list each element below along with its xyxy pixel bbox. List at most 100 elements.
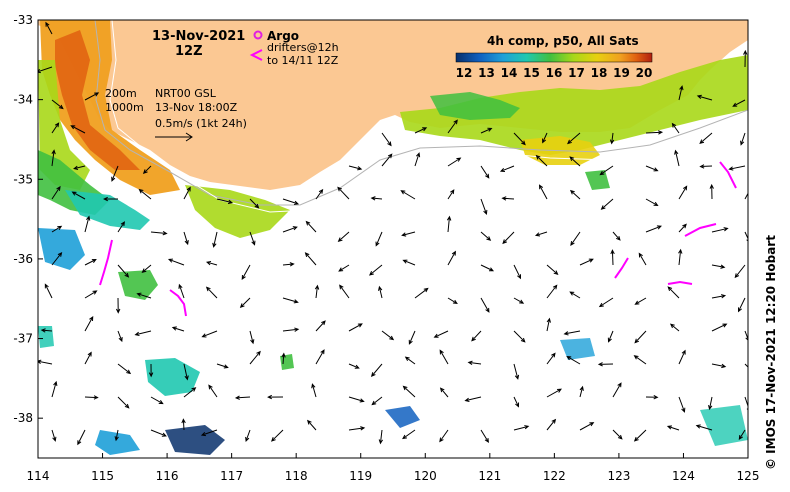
- current-vector-icon: [305, 220, 317, 233]
- current-vector-icon: [433, 330, 449, 338]
- sst-south-coast-green: [430, 92, 520, 120]
- drifter-track: [684, 223, 717, 237]
- current-vector-icon: [513, 297, 525, 304]
- drifter-track: [667, 280, 693, 285]
- current-vector-icon: [744, 363, 748, 368]
- current-vector-icon: [401, 231, 416, 237]
- lon-tick-label: 119: [349, 469, 372, 483]
- current-vector-icon: [315, 320, 326, 332]
- current-vector-icon: [513, 425, 530, 431]
- current-vector-icon: [375, 231, 383, 247]
- current-vector-icon: [579, 422, 595, 431]
- lat-tick-label: -35: [13, 172, 33, 186]
- current-vector-icon: [610, 249, 615, 266]
- current-vector-icon: [348, 396, 365, 403]
- current-vector-icon: [84, 290, 98, 299]
- current-vector-icon: [678, 248, 683, 266]
- current-vector-icon: [414, 287, 429, 299]
- current-vector-icon: [84, 395, 99, 400]
- current-vector-icon: [634, 330, 647, 344]
- lat-tick-label: -33: [13, 13, 33, 27]
- current-vector-icon: [339, 284, 350, 299]
- current-vector-icon: [245, 429, 251, 442]
- current-vector-icon: [447, 250, 456, 266]
- scale-arrow-icon: [155, 132, 193, 142]
- lon-tick-label: 117: [220, 469, 243, 483]
- current-vector-icon: [513, 132, 526, 146]
- current-vector-icon: [141, 264, 152, 273]
- current-vector-icon: [638, 252, 647, 266]
- current-vector-icon: [348, 363, 360, 369]
- current-vector-icon: [311, 383, 317, 398]
- current-vector-icon: [181, 418, 186, 431]
- current-vector-icon: [480, 231, 492, 241]
- current-vector-icon: [40, 328, 53, 333]
- current-vector-icon: [368, 264, 383, 276]
- current-vector-icon: [480, 297, 490, 313]
- current-vector-icon: [678, 396, 686, 413]
- colorbar-tick-label: 14: [501, 66, 518, 80]
- current-vector-icon: [667, 286, 680, 299]
- current-vector-icon: [267, 394, 284, 400]
- colorbar-tick-label: 18: [591, 66, 608, 80]
- current-vector-icon: [645, 198, 659, 207]
- sst-patch-3: [95, 430, 140, 455]
- current-vector-icon: [513, 396, 520, 408]
- current-vector-icon: [117, 363, 132, 375]
- current-vector-icon: [348, 426, 366, 431]
- current-vector-icon: [84, 215, 91, 233]
- map-time: 12Z: [175, 44, 203, 59]
- current-vector-icon: [282, 297, 299, 304]
- lon-tick-label: 114: [27, 469, 50, 483]
- sst-colorbar: [455, 52, 653, 63]
- sst-patch-6: [585, 170, 610, 190]
- current-vector-icon: [597, 362, 614, 367]
- sst-patch-2: [145, 358, 200, 396]
- current-vector-icon: [535, 154, 548, 167]
- current-vector-icon: [148, 363, 154, 378]
- drifter-track: [614, 257, 629, 279]
- composite-label: 4h comp, p50, All Sats: [487, 34, 639, 48]
- colorbar-tick-label: 20: [636, 66, 653, 80]
- current-vector-icon: [598, 297, 614, 308]
- current-vector-icon: [499, 165, 515, 173]
- current-vector-icon: [216, 198, 234, 204]
- lon-tick-label: 122: [543, 469, 566, 483]
- current-vector-icon: [447, 189, 455, 200]
- current-vector-icon: [307, 419, 317, 431]
- current-vector-icon: [183, 231, 189, 246]
- current-vector-icon: [51, 225, 63, 233]
- drifter-track: [169, 289, 187, 317]
- current-vector-icon: [711, 294, 727, 299]
- drifter-track: [99, 239, 113, 286]
- current-vector-icon: [480, 198, 488, 216]
- current-vector-icon: [678, 223, 687, 233]
- current-vector-icon: [699, 164, 713, 169]
- current-vector-icon: [609, 132, 615, 145]
- current-vector-icon: [439, 429, 449, 443]
- current-vector-icon: [200, 429, 218, 437]
- current-vector-icon: [234, 395, 251, 400]
- current-vector-icon: [117, 221, 125, 233]
- depth-200-label: 200m: [105, 87, 137, 100]
- current-vector-icon: [212, 231, 218, 248]
- sst-patch-8: [560, 338, 595, 360]
- current-vector-icon: [117, 330, 123, 343]
- current-vector-icon: [51, 149, 56, 167]
- sst-green-shelf: [185, 185, 290, 238]
- current-vector-icon: [103, 196, 119, 202]
- current-vector-icon: [281, 352, 286, 365]
- current-vector-icon: [480, 127, 493, 134]
- current-vector-icon: [241, 264, 251, 280]
- current-vector-icon: [542, 132, 548, 144]
- current-vector-icon: [117, 396, 130, 409]
- current-vector-icon: [239, 297, 251, 309]
- current-vector-icon: [579, 385, 584, 398]
- current-vector-icon: [645, 130, 664, 135]
- current-vector-icon: [447, 157, 462, 167]
- current-vector-icon: [447, 297, 458, 305]
- current-vector-icon: [183, 363, 189, 381]
- current-vector-icon: [666, 425, 680, 431]
- isobath-1000m: [109, 20, 748, 213]
- current-vector-icon: [51, 380, 58, 398]
